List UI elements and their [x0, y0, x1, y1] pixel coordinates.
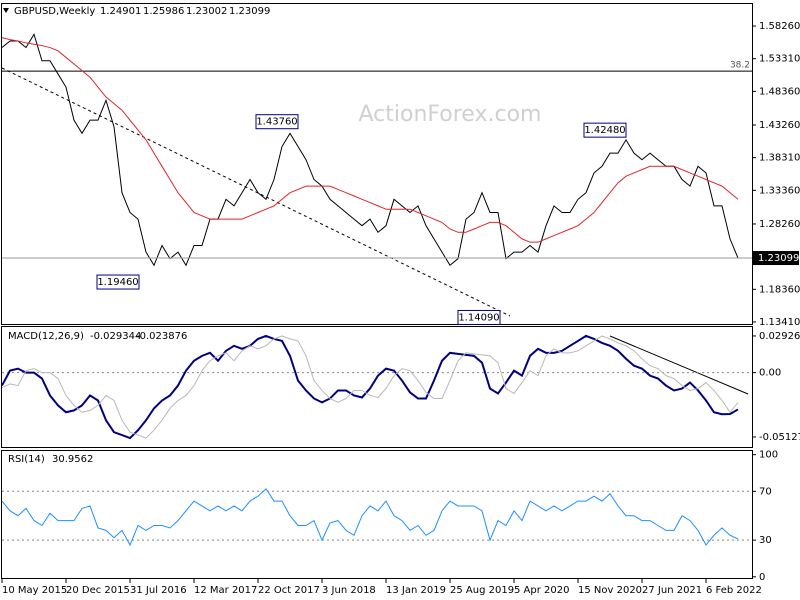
annotation-label: 1.19460 — [97, 277, 138, 288]
macd-trend-line — [609, 335, 749, 395]
annotation-label: 1.42480 — [584, 125, 625, 136]
y-tick-label: 1.28260 — [759, 219, 800, 230]
x-tick-label: 12 Mar 2017 — [194, 585, 257, 596]
price-panel — [1, 3, 753, 325]
annotation-label: 1.43760 — [256, 117, 297, 128]
x-tick-label: 27 Jun 2021 — [642, 585, 702, 596]
annotation-box — [255, 114, 299, 130]
close-readout: 1.23099 — [229, 6, 270, 17]
y-tick-label: 1.58260 — [759, 21, 800, 32]
y-tick-label: 0 — [759, 572, 765, 583]
watermark: ActionForex.com — [359, 102, 542, 127]
rsi-readout: 30.9562 — [52, 454, 93, 465]
y-tick-label: 1.53310 — [759, 54, 800, 65]
y-tick-label: 1.13410 — [759, 317, 800, 328]
y-tick-label: 30 — [759, 535, 772, 546]
series-line — [1, 33, 739, 267]
y-tick-label: 70 — [759, 486, 772, 497]
y-tick-label: 1.33360 — [759, 185, 800, 196]
annotation-label: 1.14090 — [458, 312, 499, 323]
y-tick-label: 1.18360 — [759, 284, 800, 295]
rsi-title: RSI(14) — [8, 454, 45, 465]
macd-readout: -0.029344 — [90, 331, 141, 342]
price-title: GBPUSD,Weekly — [14, 6, 95, 17]
x-tick-label: 15 Nov 2020 — [578, 585, 642, 596]
series-line — [1, 334, 739, 440]
y-tick-label: 1.43260 — [759, 120, 800, 131]
annotation-box — [96, 274, 140, 290]
x-tick-label: 31 Jul 2016 — [130, 585, 187, 596]
open-readout: 1.24901 — [100, 6, 141, 17]
x-tick-label: 25 Aug 2019 — [450, 585, 514, 596]
macd-title: MACD(12,26,9) — [8, 331, 84, 342]
y-tick-label: 1.48360 — [759, 86, 800, 97]
series-line — [1, 488, 739, 547]
last-price-label: 1.23099 — [758, 253, 799, 264]
trend-line — [1, 67, 511, 317]
x-tick-label: 22 Oct 2017 — [258, 585, 320, 596]
x-tick-label: 13 Jan 2019 — [386, 585, 446, 596]
x-tick-label: 20 Dec 2015 — [66, 585, 130, 596]
menu-icon — [3, 8, 9, 13]
annotation-box — [583, 122, 627, 138]
signal-readout: -0.023876 — [136, 331, 187, 342]
y-tick-label: -0.051279 — [759, 432, 800, 443]
x-tick-label: 10 May 2015 — [2, 585, 67, 596]
x-tick-label: 6 Feb 2022 — [706, 585, 762, 596]
y-tick-label: 0.00 — [759, 368, 781, 379]
last-price-box — [753, 251, 799, 266]
y-tick-label: 0.029261 — [759, 331, 800, 342]
low-readout: 1.23002 — [186, 6, 227, 17]
rsi-panel — [1, 450, 753, 579]
series-line — [1, 335, 739, 439]
y-tick-label: 1.38310 — [759, 153, 800, 164]
high-readout: 1.25986 — [143, 6, 184, 17]
macd-panel — [1, 326, 753, 448]
x-tick-label: 3 Jun 2018 — [322, 585, 376, 596]
y-tick-label: 100 — [759, 450, 778, 461]
x-tick-label: 5 Apr 2020 — [514, 585, 569, 596]
series-line — [1, 37, 739, 243]
fib-label: 38.2 — [730, 61, 750, 71]
annotation-box — [457, 309, 501, 325]
